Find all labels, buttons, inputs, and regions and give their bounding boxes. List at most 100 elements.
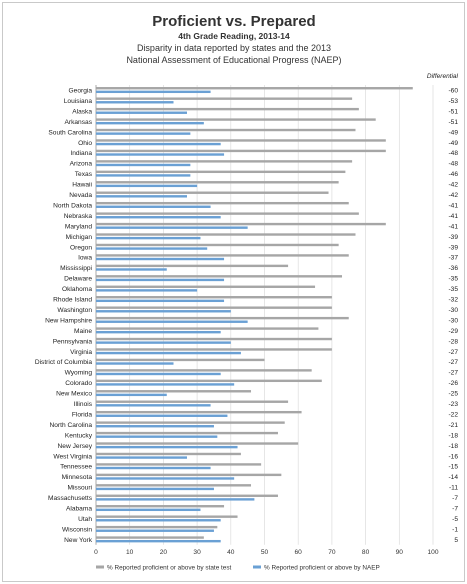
bar-naep xyxy=(96,195,187,198)
bar-state-test xyxy=(96,170,346,174)
bar-state-test xyxy=(96,118,376,121)
differential-value: -16 xyxy=(448,453,458,460)
differential-value: -27 xyxy=(448,370,458,377)
category-label: Mississippi xyxy=(60,265,92,272)
differential-values: -60 -53 -51 -51 -49 -49 -48 -48 -46 -42 -42 -41 -41 -… xyxy=(448,88,458,544)
differential-value: -11 xyxy=(449,485,458,492)
category-label: Florida xyxy=(72,411,92,418)
bar-state-test xyxy=(96,212,359,215)
bar-naep xyxy=(96,393,167,397)
bar-state-test xyxy=(96,379,322,383)
bar-naep xyxy=(96,163,191,167)
legend-label-naep: % Reported proficient or above by NAEP xyxy=(264,565,380,572)
differential-value: -37 xyxy=(448,255,458,262)
bars xyxy=(96,87,413,543)
legend-label-state: % Reported proficient or above by state … xyxy=(107,565,232,572)
bar-naep xyxy=(96,362,174,365)
differential-value: -5 xyxy=(452,516,458,523)
differential-value: -7 xyxy=(452,495,458,502)
bar-naep xyxy=(96,216,221,219)
category-label: New Hampshire xyxy=(45,317,92,324)
differential-value: -41 xyxy=(448,223,458,230)
differential-value: -35 xyxy=(448,276,458,283)
category-label: Rhode Island xyxy=(53,297,92,304)
x-tick-label: 50 xyxy=(261,549,269,556)
x-tick-label: 80 xyxy=(362,549,370,556)
x-tick-label: 30 xyxy=(193,549,201,556)
differential-value: -35 xyxy=(448,286,458,293)
bar-state-test xyxy=(96,452,241,456)
bar-naep xyxy=(96,372,221,376)
differential-value: -28 xyxy=(448,338,458,345)
chart-subtitle: 4th Grade Reading, 2013-14 xyxy=(178,31,290,41)
x-tick-label: 90 xyxy=(396,549,404,556)
category-label: Kentucky xyxy=(65,432,93,439)
differential-value: -42 xyxy=(448,192,458,199)
differential-value: -27 xyxy=(448,349,458,356)
differential-value: -48 xyxy=(448,150,458,157)
bar-naep xyxy=(96,330,221,334)
differential-value: -41 xyxy=(448,213,458,220)
bar-naep xyxy=(96,205,211,208)
bar-naep xyxy=(96,310,231,313)
category-label: Arkansas xyxy=(65,119,93,126)
bar-state-test xyxy=(96,181,339,184)
differential-value: -1 xyxy=(452,526,458,533)
bar-naep xyxy=(96,435,218,438)
bar-naep xyxy=(96,425,214,428)
category-label: Massachusetts xyxy=(48,495,93,502)
differential-value: -51 xyxy=(448,108,458,115)
differential-value: -14 xyxy=(448,474,458,481)
bar-naep xyxy=(96,142,221,146)
differential-header: Differential xyxy=(427,73,459,80)
differential-value: 5 xyxy=(454,537,458,544)
category-label: Maine xyxy=(74,328,92,335)
x-tick-label: 40 xyxy=(227,549,235,556)
bar-naep xyxy=(96,498,255,501)
differential-value: -30 xyxy=(448,317,458,324)
bar-naep xyxy=(96,247,208,250)
differential-value: -48 xyxy=(448,161,458,168)
bar-state-test xyxy=(96,484,252,487)
bar-state-test xyxy=(96,107,359,111)
bar-naep xyxy=(96,226,248,229)
category-label: Michigan xyxy=(66,234,93,241)
bar-state-test xyxy=(96,97,353,100)
category-label: District of Columbia xyxy=(35,359,92,366)
bar-state-test xyxy=(96,243,339,247)
bar-naep xyxy=(96,257,225,261)
bar-state-test xyxy=(96,410,302,414)
bar-naep xyxy=(96,90,211,94)
differential-value: -25 xyxy=(448,391,458,398)
category-label: Oklahoma xyxy=(62,286,92,293)
differential-value: -49 xyxy=(448,129,458,136)
bar-state-test xyxy=(96,337,332,341)
bar-state-test xyxy=(96,191,329,194)
bar-state-test xyxy=(96,306,332,309)
differential-value: -36 xyxy=(448,265,458,272)
bar-state-test xyxy=(96,139,386,142)
differential-value: -49 xyxy=(448,140,458,147)
bar-state-test xyxy=(96,525,218,529)
category-label: Missouri xyxy=(67,485,92,492)
bar-naep xyxy=(96,445,238,449)
differential-value: -21 xyxy=(448,422,458,429)
category-label: West Virginia xyxy=(53,453,92,460)
bar-state-test xyxy=(96,536,204,539)
bar-naep xyxy=(96,236,201,240)
bar-naep xyxy=(96,132,191,135)
differential-value: -42 xyxy=(448,182,458,189)
bar-naep xyxy=(96,278,225,282)
category-label: South Carolina xyxy=(48,129,92,136)
bar-naep xyxy=(96,341,231,344)
differential-value: -30 xyxy=(448,307,458,314)
category-label: Tennessee xyxy=(60,464,92,471)
bar-state-test xyxy=(96,505,225,508)
category-label: Hawaii xyxy=(72,182,92,189)
bar-state-test xyxy=(96,515,238,518)
bar-state-test xyxy=(96,128,356,132)
category-label: Pennsylvania xyxy=(53,338,93,345)
x-tick-label: 0 xyxy=(94,549,98,556)
category-label: Georgia xyxy=(69,88,93,95)
